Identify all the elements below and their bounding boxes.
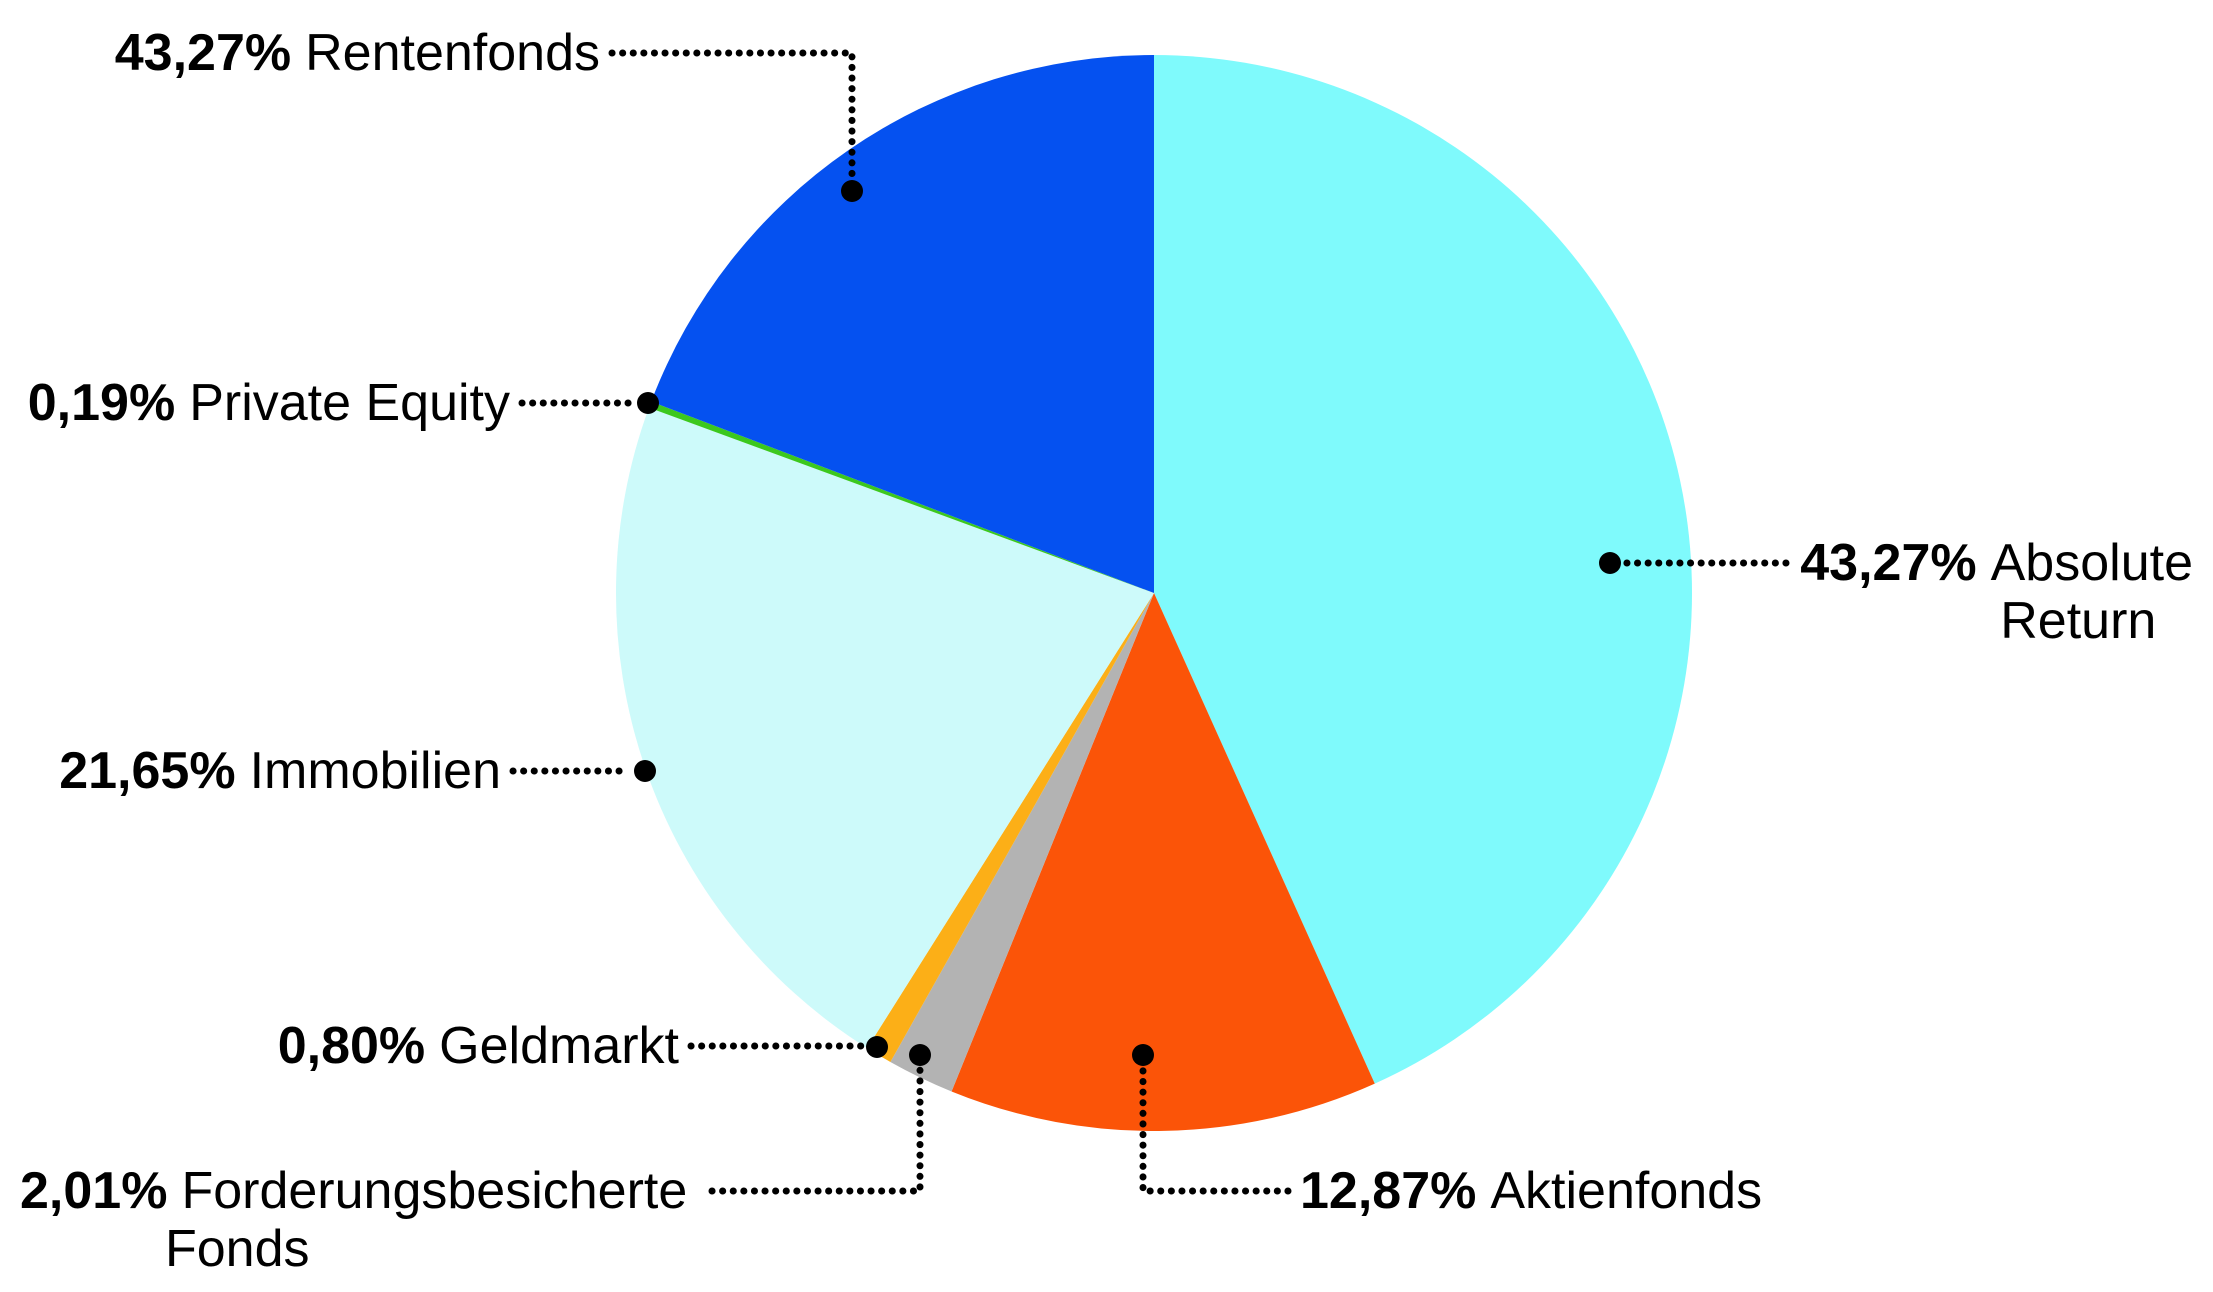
label-rentenfonds-pct: 43,27% xyxy=(114,24,292,82)
label-absolute-return: 43,27% Absolute Return xyxy=(1800,534,2193,650)
leader-dot-private_equity xyxy=(637,392,659,414)
leader-dot-aktienfonds xyxy=(1132,1044,1154,1066)
label-immobilien-name: Immobilien xyxy=(249,742,501,800)
label-private-equity: 0,19% Private Equity xyxy=(28,374,510,432)
leader-dot-forderungsbesicherte xyxy=(909,1044,931,1066)
label-forderungsbesicherte-line1: 2,01% Forderungsbesicherte xyxy=(20,1162,687,1220)
pie-slice-geldmarkt xyxy=(867,593,1154,1062)
label-forderungsbesicherte-name: Forderungsbesicherte xyxy=(181,1162,688,1220)
label-absolute-return-line1: 43,27% Absolute xyxy=(1800,534,2193,592)
label-absolute-return-name: Absolute xyxy=(1990,534,2193,592)
label-rentenfonds: 43,27% Rentenfonds xyxy=(115,24,600,82)
label-forderungsbesicherte-line2: Fonds xyxy=(165,1220,310,1278)
pie-slice-forderungsbesicherte_fonds xyxy=(890,593,1154,1092)
leader-dot-geldmarkt xyxy=(866,1036,888,1058)
pie-slice-aktienfonds xyxy=(951,593,1375,1131)
label-private-equity-name: Private Equity xyxy=(189,374,510,432)
label-geldmarkt-pct: 0,80% xyxy=(277,1017,426,1075)
label-geldmarkt-name: Geldmarkt xyxy=(439,1017,679,1075)
leader-line-aktienfonds xyxy=(1139,1066,1292,1195)
label-private-equity-pct: 0,19% xyxy=(27,374,176,432)
label-aktienfonds-name: Aktienfonds xyxy=(1490,1162,1763,1220)
label-absolute-return-line2: Return xyxy=(2000,592,2157,650)
leader-dot-immobilien xyxy=(634,760,656,782)
leader-line-rentenfonds xyxy=(608,49,856,180)
label-forderungsbesicherte-fonds: 2,01% Forderungsbesicherte Fonds xyxy=(20,1162,687,1278)
leader-dot-absolute_return xyxy=(1599,552,1621,574)
label-geldmarkt: 0,80% Geldmarkt xyxy=(278,1017,679,1075)
label-immobilien: 21,65% Immobilien xyxy=(59,742,501,800)
leader-line-forderungsbesicherte xyxy=(708,1066,924,1195)
leader-dot-rentenfonds xyxy=(841,180,863,202)
pie-slice-absolute_return xyxy=(1154,55,1692,1084)
pie-slice-private_equity xyxy=(648,401,1154,593)
label-aktienfonds: 12,87% Aktienfonds xyxy=(1300,1162,1762,1220)
pie-slice-rentenfonds xyxy=(651,55,1154,593)
label-rentenfonds-name: Rentenfonds xyxy=(305,24,600,82)
label-absolute-return-pct: 43,27% xyxy=(1800,534,1977,592)
label-forderungsbesicherte-pct: 2,01% xyxy=(20,1162,168,1220)
label-immobilien-pct: 21,65% xyxy=(59,742,236,800)
pie-slice-immobilien xyxy=(615,407,1154,1049)
label-aktienfonds-pct: 12,87% xyxy=(1300,1162,1477,1220)
